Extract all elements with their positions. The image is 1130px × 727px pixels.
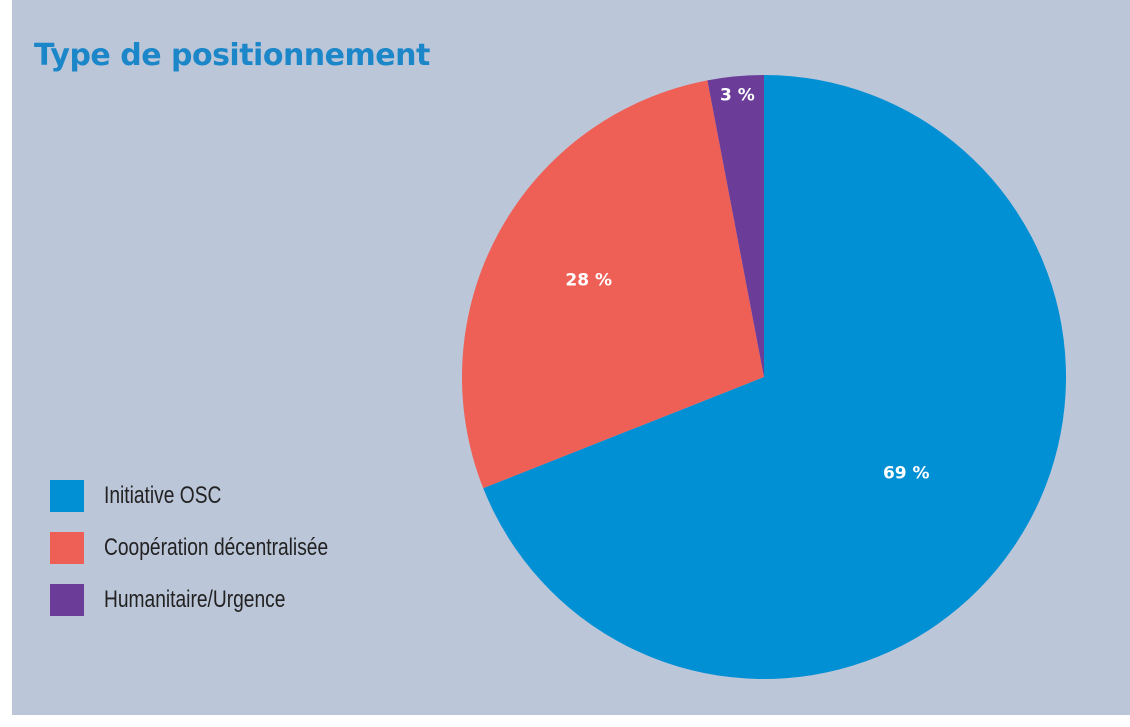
legend-label-initiative-osc: Initiative OSC	[104, 482, 222, 509]
pie-slice-initiative-osc	[483, 75, 1066, 679]
pie-chart: 69 % 28 % 3 %	[462, 75, 1066, 679]
data-label-initiative-osc: 69 %	[883, 464, 930, 484]
legend-swatch-humanitaire-urgence	[50, 584, 84, 616]
legend: Initiative OSC Coopération décentralisée…	[50, 480, 384, 636]
pie-slice-cooperation-decentralisee	[462, 80, 764, 489]
data-label-cooperation-decentralisee: 28 %	[565, 271, 612, 291]
legend-swatch-cooperation-decentralisee	[50, 532, 84, 564]
data-label-humanitaire-urgence: 3 %	[720, 85, 755, 105]
chart-panel: Type de positionnement 69 % 28 % 3 % Initi…	[12, 0, 1130, 715]
legend-item-initiative-osc: Initiative OSC	[50, 480, 384, 512]
legend-label-cooperation-decentralisee: Coopération décentralisée	[104, 534, 329, 561]
legend-swatch-initiative-osc	[50, 480, 84, 512]
legend-label-humanitaire-urgence: Humanitaire/Urgence	[104, 586, 286, 613]
chart-title: Type de positionnement	[34, 38, 430, 73]
pie-slice-humanitaire-urgence	[707, 75, 764, 377]
legend-item-humanitaire-urgence: Humanitaire/Urgence	[50, 584, 384, 616]
legend-item-cooperation-decentralisee: Coopération décentralisée	[50, 532, 384, 564]
